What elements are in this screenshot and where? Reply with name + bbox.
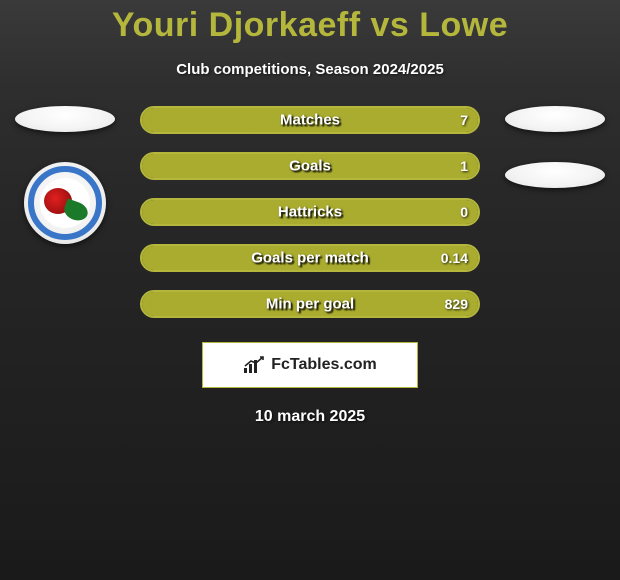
stat-bar-label: Hattricks (278, 204, 342, 221)
comparison-area: Matches 7 Goals 1 Hattricks 0 Goals per match 0… (0, 106, 620, 318)
subtitle: Club competitions, Season 2024/2025 (0, 61, 620, 78)
stat-bar-value-right: 0 (460, 204, 468, 220)
stat-bar-value-right: 1 (460, 158, 468, 174)
stat-bar-label: Goals (289, 158, 331, 175)
player-right-photo (505, 106, 605, 132)
player-right-club-crest (505, 162, 605, 188)
player-left-column (10, 106, 120, 244)
stat-bar: Goals 1 (140, 152, 480, 180)
content: Youri Djorkaeff vs Lowe Club competition… (0, 0, 620, 426)
player-left-photo (15, 106, 115, 132)
date-text: 10 march 2025 (0, 408, 620, 426)
stat-bar: Goals per match 0.14 (140, 244, 480, 272)
stat-bars: Matches 7 Goals 1 Hattricks 0 Goals per match 0… (140, 106, 480, 318)
stat-bar-value-right: 829 (445, 296, 468, 312)
stat-bar: Min per goal 829 (140, 290, 480, 318)
player-right-column (500, 106, 610, 188)
page-title: Youri Djorkaeff vs Lowe (0, 0, 620, 45)
player-left-club-crest (24, 162, 106, 244)
stat-bar-label: Min per goal (266, 296, 354, 313)
attribution-text: FcTables.com (271, 356, 377, 374)
chart-icon (243, 356, 265, 374)
stat-bar: Matches 7 (140, 106, 480, 134)
stat-bar: Hattricks 0 (140, 198, 480, 226)
stat-bar-value-right: 0.14 (441, 250, 468, 266)
attribution-box[interactable]: FcTables.com (202, 342, 418, 388)
stat-bar-label: Matches (280, 112, 340, 129)
stat-bar-label: Goals per match (251, 250, 369, 267)
stat-bar-value-right: 7 (460, 112, 468, 128)
